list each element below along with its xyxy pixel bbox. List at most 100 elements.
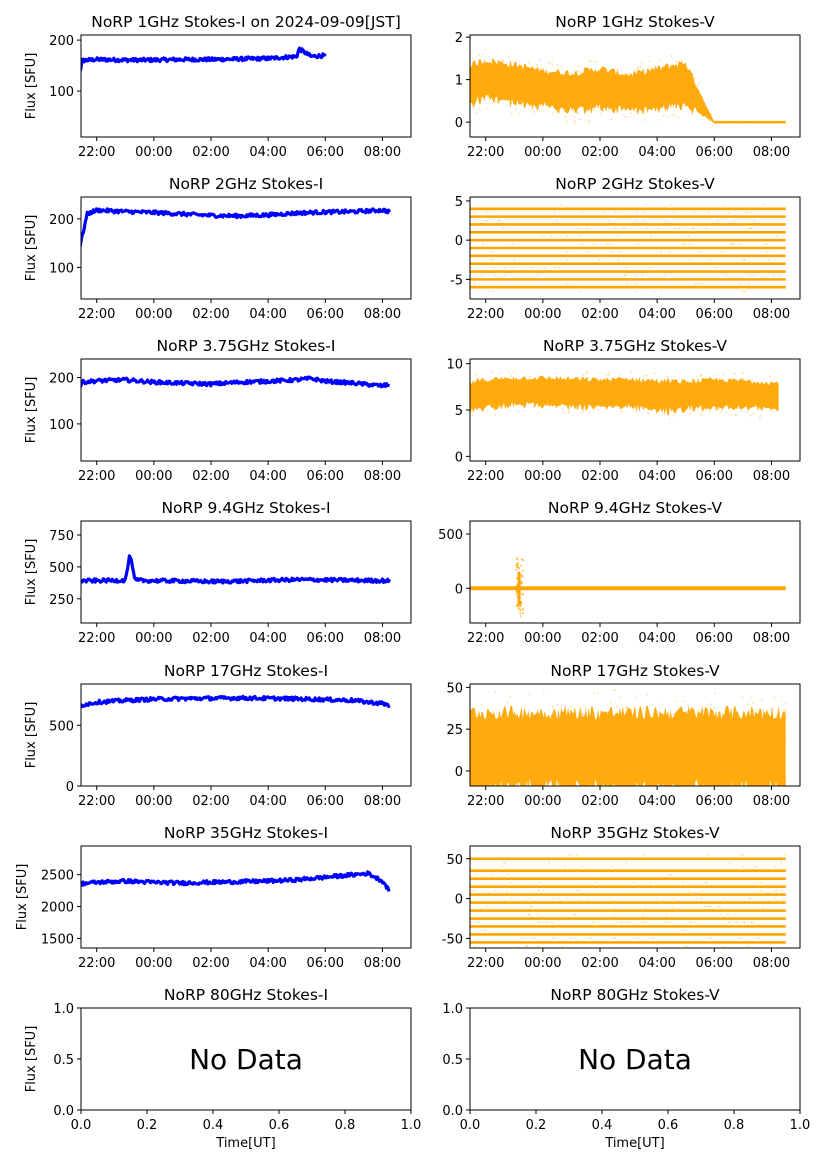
sample-dot — [600, 112, 602, 114]
sample-dot — [619, 728, 622, 730]
sample-dot — [471, 86, 473, 88]
sample-dot — [624, 75, 627, 77]
sample-dot — [517, 945, 519, 948]
y-axis-label: Flux [SFU] — [24, 539, 39, 606]
x-tick-label: 04:00 — [249, 631, 286, 646]
sample-dot — [677, 755, 679, 757]
chart-title: NoRP 1GHz Stokes-V — [555, 13, 715, 31]
sample-dot — [470, 782, 472, 784]
x-tick-label: 22:00 — [78, 307, 115, 322]
sample-dot — [498, 372, 500, 374]
sample-dot — [471, 58, 474, 60]
sample-dot — [575, 394, 577, 396]
sample-dot — [717, 905, 719, 908]
sample-dot — [765, 777, 767, 779]
sample-dot — [486, 905, 488, 908]
sample-dot — [733, 913, 736, 916]
sample-dot — [774, 889, 776, 892]
sample-dot — [486, 219, 488, 222]
sample-dot — [468, 418, 469, 419]
sample-dot — [498, 718, 501, 720]
x-tick-label: 04:00 — [249, 469, 286, 484]
sample-dot — [692, 390, 694, 392]
y-tick-label: 25 — [446, 723, 463, 738]
sample-dot — [668, 251, 671, 253]
sample-dot — [733, 812, 734, 813]
sample-dot — [459, 447, 460, 448]
x-tick-label: 22:00 — [467, 631, 504, 646]
sample-dot — [494, 413, 496, 416]
sample-dot — [668, 418, 671, 420]
sample-dot — [720, 411, 722, 413]
sample-dot — [533, 406, 535, 408]
sample-dot — [497, 85, 499, 87]
sample-dot — [710, 809, 711, 810]
sample-dot — [677, 736, 679, 739]
sample-dot — [577, 112, 579, 114]
sample-dot — [773, 697, 775, 699]
x-tick-label: 00:00 — [524, 469, 561, 484]
sample-dot — [753, 274, 755, 277]
y-axis-label: Flux [SFU] — [24, 215, 39, 282]
sample-dot — [678, 227, 680, 230]
sample-dot — [769, 766, 772, 769]
sample-dot — [625, 707, 627, 710]
panel-3-stokes-i: NoRP 3.75GHz Stokes-I 100 200 22:00 00:00 02:… — [24, 337, 412, 484]
sample-dot — [623, 788, 624, 789]
y-tick-label: 0 — [455, 450, 463, 465]
sample-dot — [539, 380, 541, 382]
sample-dot — [668, 104, 671, 106]
sample-dot — [681, 405, 684, 407]
sample-dot — [681, 881, 684, 884]
sample-dot — [528, 401, 530, 404]
sample-dot — [672, 713, 674, 715]
sample-dot — [567, 812, 568, 813]
x-tick-label: 08:00 — [364, 307, 401, 322]
sample-dot — [710, 113, 712, 115]
sample-dot — [643, 100, 646, 102]
x-tick-label: 02:00 — [192, 956, 229, 971]
sample-dot — [677, 394, 680, 396]
sample-dot — [590, 937, 592, 940]
sample-dot — [704, 107, 707, 109]
sample-dot — [785, 780, 787, 782]
burst-dot — [515, 568, 518, 571]
x-tick-label: 06:00 — [307, 469, 344, 484]
sample-dot — [648, 413, 650, 415]
sample-dot — [508, 371, 510, 374]
sample-dot — [537, 913, 539, 916]
sample-dot — [742, 854, 744, 856]
burst-dot — [522, 612, 524, 614]
sample-dot — [546, 405, 548, 407]
sample-dot — [641, 61, 643, 63]
data-points — [81, 207, 392, 250]
sample-dot — [621, 380, 623, 382]
sample-dot — [765, 401, 767, 403]
sample-dot — [552, 937, 554, 940]
sample-dot — [672, 211, 675, 214]
sample-dot — [577, 227, 579, 230]
sample-dot — [751, 696, 753, 699]
sample-dot — [491, 371, 494, 374]
sample-dot — [566, 897, 568, 900]
sample-dot — [750, 400, 752, 403]
sample-dot — [781, 889, 783, 892]
sample-dot — [693, 104, 695, 107]
sample-dot — [482, 243, 484, 245]
sample-dot — [621, 396, 624, 398]
sample-dot — [465, 99, 466, 100]
x-tick-label: 08:00 — [364, 631, 401, 646]
sample-dot — [587, 733, 589, 735]
sample-dot — [486, 403, 488, 405]
sample-dot — [620, 410, 623, 413]
sample-dot — [603, 401, 605, 403]
sample-dot — [572, 110, 574, 113]
sample-dot — [473, 282, 476, 285]
sample-dot — [718, 383, 720, 386]
sample-dot — [563, 393, 565, 396]
sample-dot — [543, 720, 545, 723]
sample-dot — [636, 211, 639, 214]
sample-dot — [652, 937, 654, 940]
sample-dot — [470, 921, 472, 924]
